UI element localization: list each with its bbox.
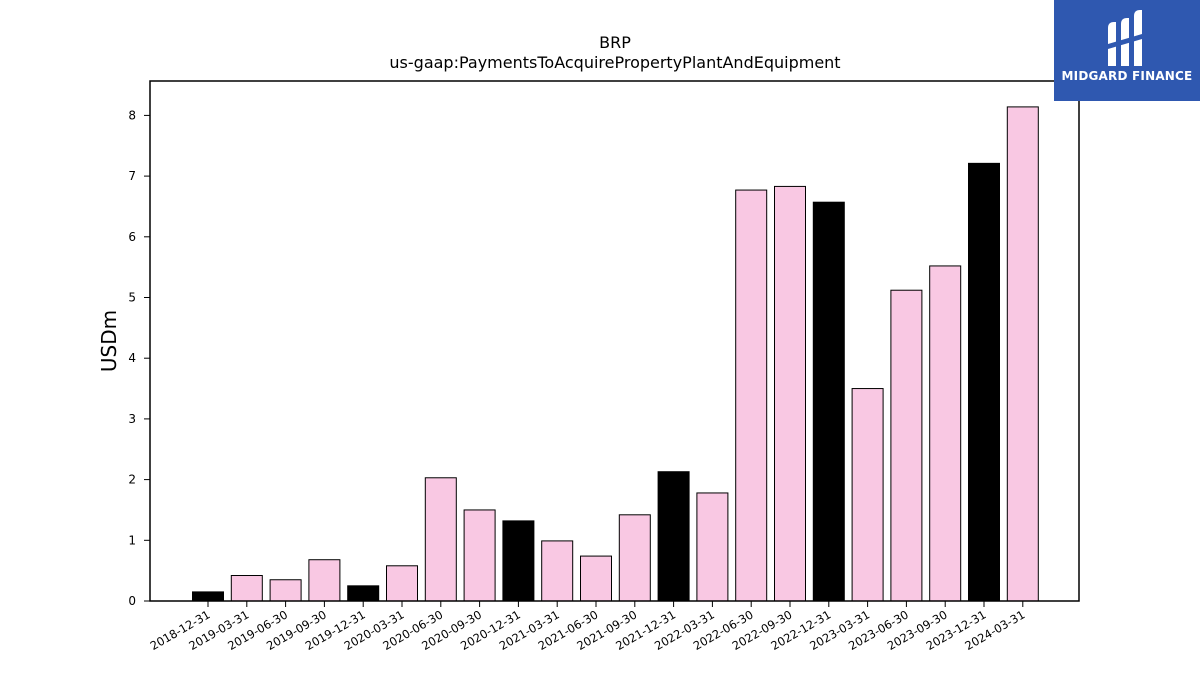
- y-tick-label: 4: [128, 351, 136, 365]
- bar-2020-12-31: [502, 520, 535, 602]
- bar-2023-03-31: [851, 388, 884, 602]
- brand-name: MIDGARD FINANCE: [1061, 69, 1193, 83]
- y-tick-label: 8: [128, 108, 136, 122]
- y-ticks: 0 1 2 3 4 5 6 7 8: [128, 108, 150, 608]
- bar-2022-12-31: [812, 201, 845, 602]
- bar-2020-09-30: [463, 509, 496, 602]
- plot-frame: [149, 80, 1080, 602]
- y-tick-label: 5: [128, 291, 136, 305]
- y-tick-label: 0: [128, 594, 136, 608]
- y-tick-label: 7: [128, 169, 136, 183]
- bar-2019-03-31: [230, 575, 263, 602]
- bar-2022-09-30: [774, 185, 806, 602]
- bar-2022-03-31: [696, 492, 729, 602]
- chart-subtitle: us-gaap:PaymentsToAcquirePropertyPlantAn…: [389, 53, 840, 72]
- bar-2019-12-31: [347, 585, 380, 602]
- y-tick-label: 2: [128, 473, 136, 487]
- bar-2019-06-30: [269, 579, 302, 602]
- bar-2020-06-30: [424, 477, 457, 602]
- y-axis-label: USDm: [97, 310, 121, 372]
- bar-2023-12-31: [968, 162, 1000, 602]
- y-tick-label: 6: [128, 230, 136, 244]
- bar-2023-09-30: [929, 265, 962, 602]
- y-tick-label: 3: [128, 412, 136, 426]
- bar-2018-12-31: [192, 591, 224, 602]
- bar-2023-06-30: [890, 289, 923, 602]
- logo-mark-icon: [1108, 10, 1142, 66]
- bar-2021-06-30: [580, 555, 612, 602]
- bar-2020-03-31: [386, 565, 418, 602]
- bar-2021-09-30: [618, 514, 651, 602]
- chart-title: BRP: [599, 33, 631, 52]
- midgard-finance-logo: MIDGARD FINANCE: [1054, 0, 1200, 101]
- bar-2021-12-31: [657, 471, 690, 602]
- bar-2022-06-30: [735, 189, 768, 602]
- y-tick-label: 1: [128, 533, 136, 547]
- bars: [192, 106, 1039, 602]
- bar-2021-03-31: [541, 540, 574, 602]
- x-ticks: 2018-12-312019-03-312019-06-302019-09-30…: [148, 601, 1027, 653]
- bar-2024-03-31: [1006, 106, 1039, 602]
- bar-2019-09-30: [308, 559, 341, 602]
